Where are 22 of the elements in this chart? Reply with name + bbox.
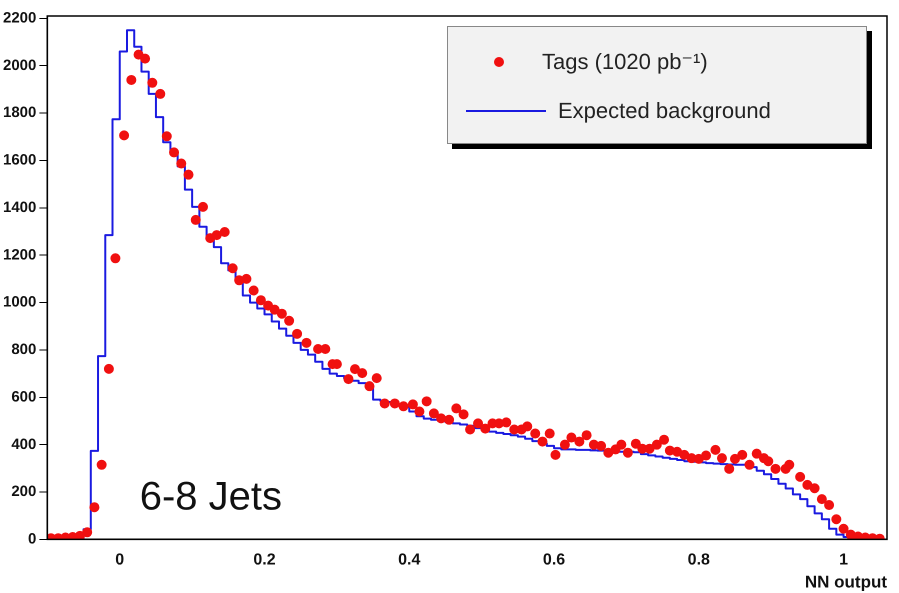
- y-tick-label: 200: [11, 483, 36, 500]
- y-tick-label: 1000: [2, 294, 36, 311]
- x-tick-label: 1: [839, 551, 848, 568]
- y-tick-label: 600: [11, 388, 36, 406]
- annotation: 6-8 Jets: [140, 474, 282, 518]
- x-axis-title: NN output: [804, 572, 888, 592]
- x-tick-label: 0.4: [398, 551, 420, 568]
- y-tick-label: 1800: [2, 104, 36, 122]
- y-tick-label: 2000: [2, 56, 36, 74]
- y-tick-label: 800: [11, 341, 36, 358]
- y-tick-label: 2200: [2, 10, 36, 27]
- y-tick-label: 1200: [2, 246, 36, 264]
- legend-label: Expected background: [558, 98, 771, 124]
- y-tick-label: 1600: [2, 152, 36, 169]
- y-tick-label: 1400: [2, 198, 36, 216]
- x-tick-label: 0: [115, 551, 124, 568]
- x-tick-label: 0.2: [253, 551, 276, 568]
- x-tick-label: 0.8: [688, 551, 710, 568]
- y-tick-label: 400: [11, 436, 36, 453]
- legend-label: Tags (1020 pb⁻¹): [542, 48, 708, 74]
- x-tick-label: 0.6: [542, 551, 566, 568]
- y-tick-label: 0: [28, 530, 36, 548]
